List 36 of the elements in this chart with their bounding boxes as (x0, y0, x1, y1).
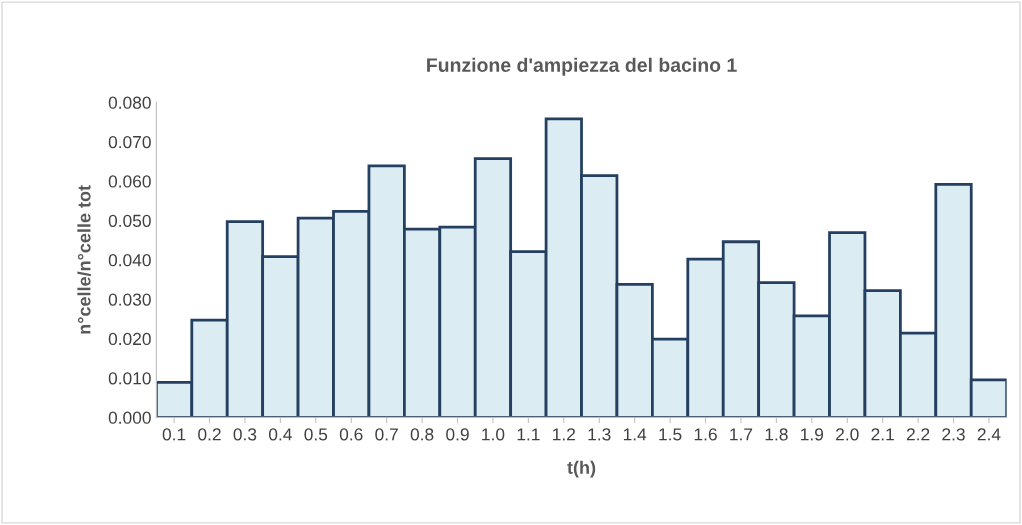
x-tick-label: 2.1 (871, 428, 894, 441)
x-tick-label: 0.3 (233, 428, 257, 441)
x-tick-label: 0.2 (198, 428, 221, 441)
x-tick-label: 0.6 (339, 428, 363, 441)
x-tick-label: 0.8 (410, 428, 434, 441)
y-tick-label: 0.060 (108, 175, 151, 188)
y-tick-label: 0.070 (108, 135, 151, 149)
x-axis-title: t(h) (567, 460, 596, 478)
y-tick-label: 0.020 (108, 332, 151, 346)
x-tick-label: 2.2 (906, 428, 930, 441)
x-tick-label: 1.9 (801, 428, 824, 441)
x-tick-label: 1.8 (765, 428, 788, 441)
y-axis-title: n°celle/n°celle tot (77, 185, 91, 334)
x-tick-label: 0.7 (375, 428, 398, 441)
x-tick-label: 1.1 (517, 428, 540, 441)
y-tick-label: 0.050 (108, 214, 151, 227)
x-tick-label: 0.4 (268, 428, 292, 441)
x-tick-label: 2.4 (977, 428, 1001, 441)
x-tick-label: 0.1 (162, 428, 186, 441)
x-tick-label: 1.5 (659, 428, 682, 441)
x-tick-label: 1.4 (623, 428, 647, 441)
x-tick-label: 1.2 (553, 428, 575, 441)
x-tick-label: 0.9 (446, 428, 469, 441)
x-tick-label: 2.3 (942, 428, 965, 441)
y-tick-label: 0.010 (108, 372, 151, 385)
y-tick-label: 0.000 (108, 411, 151, 424)
x-tick-label: 1.0 (482, 428, 505, 441)
y-tick-label: 0.080 (108, 96, 151, 109)
y-tick-label: 0.030 (108, 293, 151, 306)
chart-title: Funzione d'ampiezza del bacino 1 (427, 57, 737, 76)
x-tick-label: 1.3 (588, 428, 611, 441)
x-tick-label: 2.0 (836, 428, 859, 441)
y-tick-label: 0.040 (108, 254, 151, 267)
x-tick-label: 0.5 (304, 428, 328, 441)
x-tick-label: 1.6 (694, 428, 717, 441)
x-tick-label: 1.7 (730, 428, 753, 441)
